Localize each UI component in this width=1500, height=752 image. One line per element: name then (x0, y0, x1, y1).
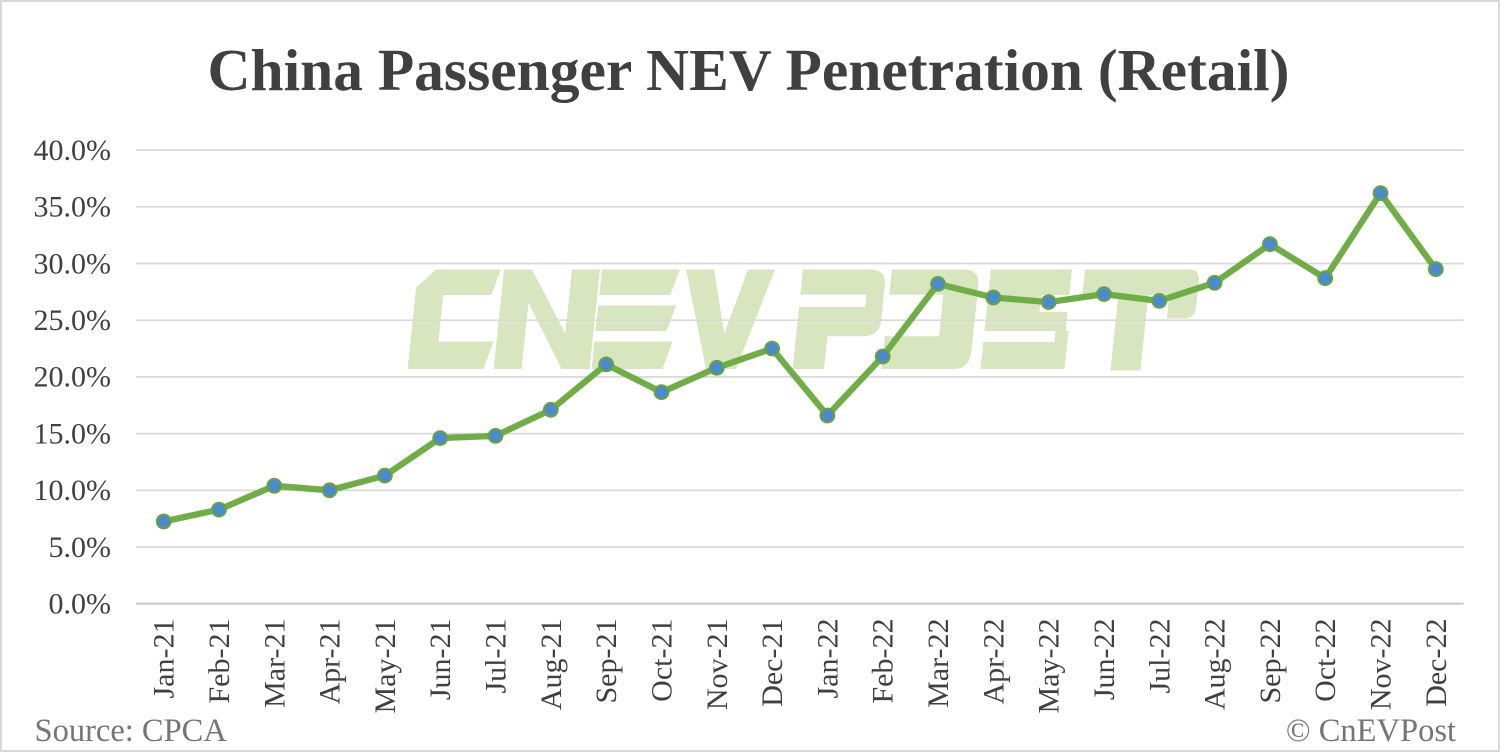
svg-text:Apr-22: Apr-22 (977, 619, 1010, 705)
svg-text:Jun-22: Jun-22 (1088, 619, 1121, 701)
svg-text:Jul-22: Jul-22 (1143, 619, 1176, 694)
svg-text:0.0%: 0.0% (49, 588, 112, 621)
svg-text:Sep-21: Sep-21 (590, 619, 623, 704)
svg-text:30.0%: 30.0% (34, 247, 112, 280)
svg-text:Jan-22: Jan-22 (811, 619, 844, 699)
svg-text:Feb-22: Feb-22 (867, 619, 900, 704)
svg-text:40.0%: 40.0% (34, 134, 112, 167)
svg-text:Dec-22: Dec-22 (1420, 619, 1453, 707)
svg-text:Mar-22: Mar-22 (922, 619, 955, 708)
svg-text:10.0%: 10.0% (34, 474, 112, 507)
svg-text:5.0%: 5.0% (49, 531, 112, 564)
svg-text:Nov-22: Nov-22 (1365, 619, 1398, 711)
svg-text:© CnEVPost: © CnEVPost (1286, 713, 1456, 749)
svg-text:Apr-21: Apr-21 (314, 619, 347, 705)
svg-text:Aug-22: Aug-22 (1199, 619, 1232, 711)
svg-text:Dec-21: Dec-21 (756, 619, 789, 707)
svg-text:May-22: May-22 (1033, 619, 1066, 714)
svg-text:Feb-21: Feb-21 (203, 619, 236, 704)
svg-text:15.0%: 15.0% (34, 417, 112, 450)
svg-text:Source: CPCA: Source: CPCA (35, 713, 228, 749)
svg-text:Jan-21: Jan-21 (148, 619, 181, 699)
svg-text:Oct-21: Oct-21 (646, 619, 679, 702)
svg-text:Nov-21: Nov-21 (701, 619, 734, 711)
svg-text:35.0%: 35.0% (34, 191, 112, 224)
svg-text:Mar-21: Mar-21 (258, 619, 291, 708)
svg-text:May-21: May-21 (369, 619, 402, 714)
svg-text:Jul-21: Jul-21 (480, 619, 513, 694)
svg-text:Sep-22: Sep-22 (1254, 619, 1287, 704)
svg-text:Oct-22: Oct-22 (1309, 619, 1342, 702)
svg-text:China Passenger NEV Penetratio: China Passenger NEV Penetration (Retail) (208, 37, 1290, 103)
svg-text:Aug-21: Aug-21 (535, 619, 568, 711)
svg-text:25.0%: 25.0% (34, 304, 112, 337)
svg-text:Jun-21: Jun-21 (424, 619, 457, 701)
svg-text:20.0%: 20.0% (34, 361, 112, 394)
